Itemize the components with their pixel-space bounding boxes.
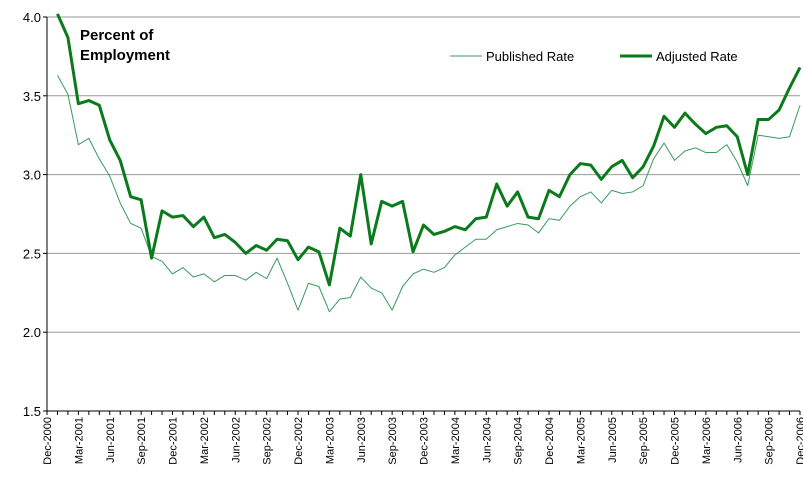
x-tick-label: Dec-2000	[42, 417, 54, 465]
x-tick-label: Dec-2002	[293, 417, 305, 465]
y-tick-label: 1.5	[23, 404, 41, 419]
series-line	[56, 13, 802, 287]
x-tick-label: Sep-2006	[764, 417, 776, 465]
x-tick-label: Sep-2005	[638, 417, 650, 465]
legend-label: Adjusted Rate	[656, 49, 738, 64]
x-tick-label: Dec-2006	[795, 417, 803, 465]
x-tick-label: Mar-2002	[199, 417, 211, 464]
x-tick-label: Jun-2006	[732, 417, 744, 463]
x-tick-label: Sep-2004	[513, 417, 525, 465]
x-tick-label: Dec-2004	[544, 417, 556, 465]
x-tick-label: Mar-2003	[324, 417, 336, 464]
x-tick-label: Jun-2002	[230, 417, 242, 463]
x-tick-label: Dec-2003	[419, 417, 431, 465]
y-tick-label: 4.0	[23, 10, 41, 25]
x-tick-label: Sep-2001	[136, 417, 148, 465]
x-tick-label: Jun-2001	[105, 417, 117, 463]
x-tick-label: Sep-2002	[262, 417, 274, 465]
y-tick-label: 2.0	[23, 325, 41, 340]
x-tick-label: Mar-2001	[73, 417, 85, 464]
y-tick-label: 2.5	[23, 246, 41, 261]
y-tick-label: 3.0	[23, 168, 41, 183]
legend-label: Published Rate	[486, 49, 574, 64]
series-line	[57, 75, 801, 313]
x-tick-label: Jun-2005	[607, 417, 619, 463]
x-tick-label: Mar-2005	[575, 417, 587, 464]
x-tick-label: Jun-2003	[356, 417, 368, 463]
y-tick-label: 3.5	[23, 89, 41, 104]
x-tick-label: Mar-2006	[701, 417, 713, 464]
chart-title: Percent of Employment	[80, 27, 171, 64]
x-tick-label: Dec-2005	[670, 417, 682, 465]
x-tick-label: Mar-2004	[450, 417, 462, 464]
x-tick-label: Jun-2004	[481, 417, 493, 463]
x-tick-label: Sep-2003	[387, 417, 399, 465]
x-tick-label: Dec-2001	[168, 417, 180, 465]
